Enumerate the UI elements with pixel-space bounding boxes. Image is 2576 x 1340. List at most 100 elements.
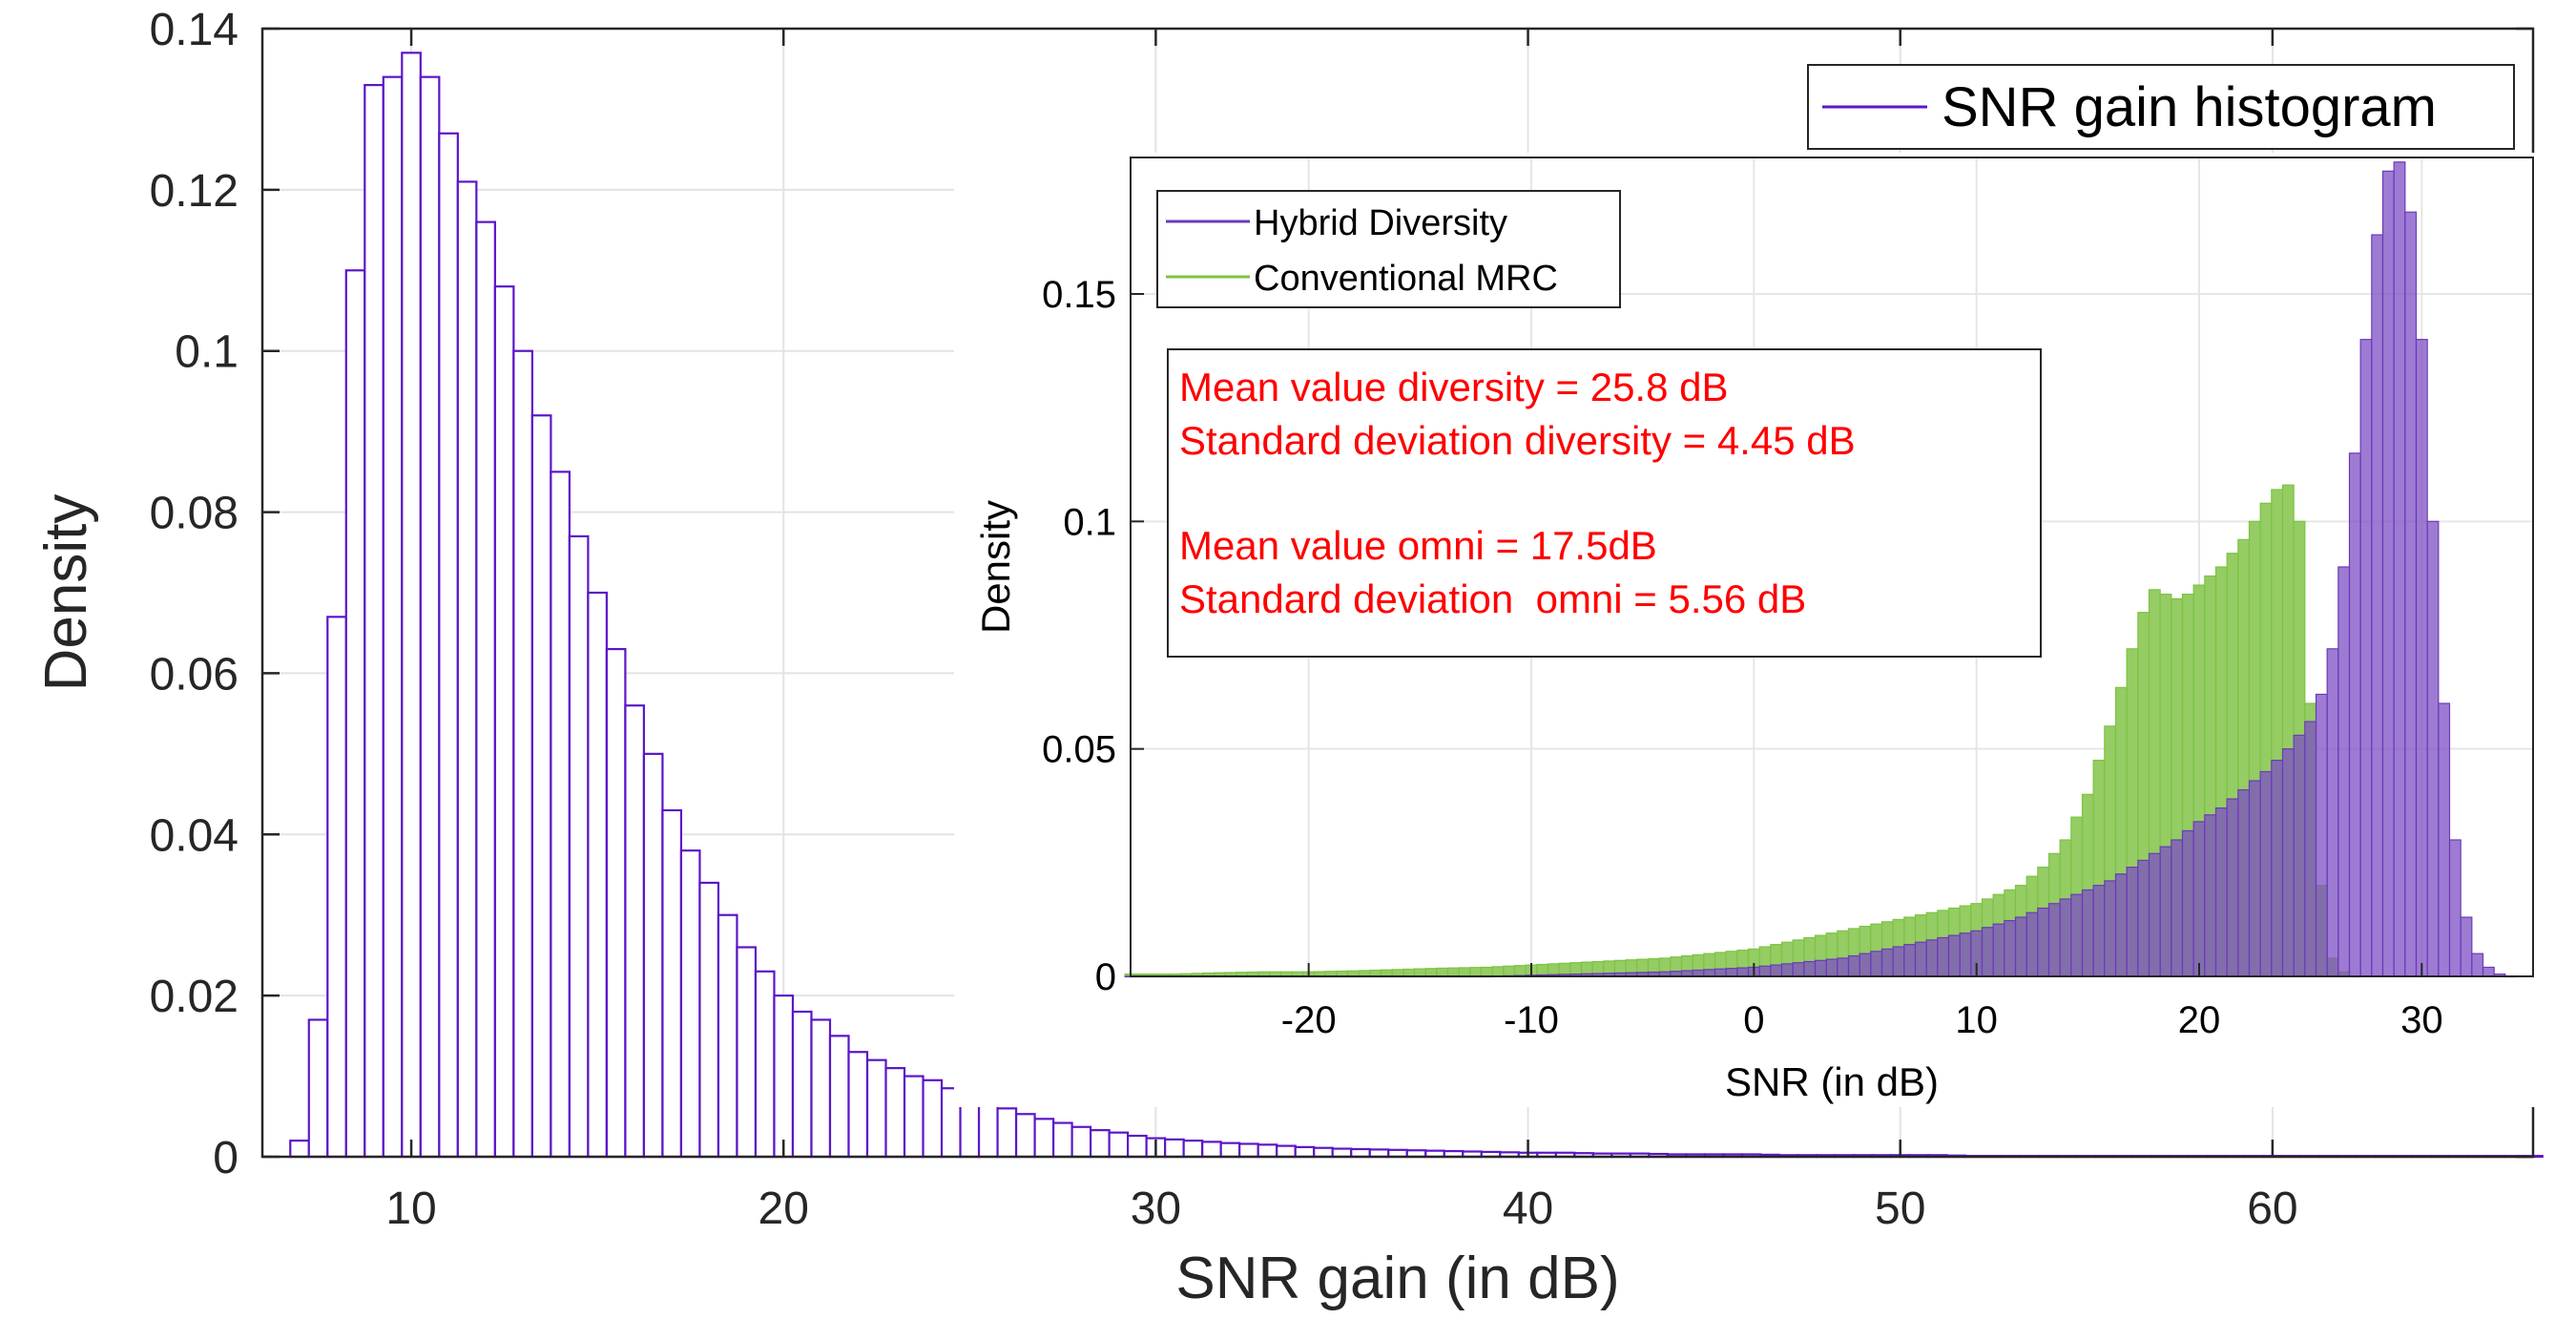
inset-bar-hybrid-diversity — [2415, 339, 2428, 977]
inset-bar-hybrid-diversity — [2271, 759, 2284, 977]
main-histogram-bar — [289, 1140, 310, 1159]
inset-bar-hybrid-diversity — [2171, 839, 2184, 977]
inset-bar-hybrid-diversity — [1925, 939, 1939, 977]
annotation-mean-diversity: Mean value diversity = 25.8 dB — [1179, 365, 1729, 409]
inset-x-tick-label: -10 — [1504, 999, 1559, 1041]
main-histogram-bar — [475, 220, 496, 1159]
inset-bar-hybrid-diversity — [2393, 161, 2406, 977]
main-x-tick-label: 30 — [1131, 1183, 1181, 1234]
inset-bar-hybrid-diversity — [2137, 859, 2150, 977]
inset-legend: Hybrid Diversity Conventional MRC — [1156, 190, 1621, 308]
inset-bar-hybrid-diversity — [1981, 927, 1994, 977]
inset-bar-hybrid-diversity — [1736, 967, 1750, 977]
inset-bar-hybrid-diversity — [2148, 852, 2161, 977]
main-y-tick-label: 0.04 — [150, 810, 239, 861]
inset-bar-hybrid-diversity — [1959, 932, 1972, 977]
inset-bar-hybrid-diversity — [1758, 965, 1772, 977]
main-histogram-bar — [344, 269, 366, 1159]
main-histogram-bar — [493, 285, 515, 1159]
main-y-tick-label: 0 — [213, 1133, 239, 1183]
main-x-axis-label: SNR gain (in dB) — [1175, 1246, 1619, 1311]
inset-bar-hybrid-diversity — [1825, 958, 1839, 977]
inset-series-hybrid-diversity — [1124, 161, 2518, 978]
main-histogram-bar — [530, 414, 552, 1159]
inset-bar-hybrid-diversity — [1792, 962, 1805, 977]
inset-bar-hybrid-diversity — [2404, 211, 2418, 977]
main-histogram-bar — [865, 1058, 887, 1159]
inset-bar-hybrid-diversity — [1780, 963, 1794, 977]
inset-bar-conventional-mrc — [1402, 968, 1416, 977]
main-histogram-bar — [1219, 1141, 1241, 1159]
inset-bar-conventional-mrc — [1513, 965, 1527, 977]
main-y-tick-label: 0.02 — [150, 972, 239, 1022]
inset-bar-hybrid-diversity — [2159, 846, 2172, 977]
main-histogram-bar — [828, 1035, 850, 1159]
inset-legend-label-conventional: Conventional MRC — [1254, 259, 1558, 299]
main-histogram-bar — [717, 913, 738, 1159]
inset-bar-hybrid-diversity — [2371, 234, 2384, 977]
main-histogram-bar — [1331, 1147, 1353, 1159]
inset-bar-hybrid-diversity — [1714, 968, 1727, 977]
inset-x-ticks: -20 -10 0 10 20 30 — [1281, 963, 2443, 1041]
main-histogram-bar — [698, 881, 720, 1159]
main-histogram-bar — [624, 704, 646, 1159]
main-histogram-bar — [847, 1051, 869, 1159]
main-histogram-bar — [1090, 1129, 1111, 1159]
main-histogram-bar — [1313, 1146, 1334, 1159]
main-histogram-bar — [568, 534, 590, 1159]
inset-bar-hybrid-diversity — [1837, 957, 1850, 977]
inset-bar-hybrid-diversity — [2014, 916, 2027, 977]
main-histogram-bar — [382, 75, 404, 1159]
inset-bar-hybrid-diversity — [2092, 885, 2106, 977]
inset-bar-conventional-mrc — [1446, 967, 1460, 977]
inset-bar-hybrid-diversity — [2104, 880, 2117, 977]
main-histogram-bar — [791, 1010, 813, 1159]
main-histogram-bar — [1164, 1138, 1185, 1159]
inset-bar-hybrid-diversity — [2381, 170, 2395, 977]
main-histogram-bar — [736, 946, 758, 1159]
inset-bar-conventional-mrc — [1480, 966, 1493, 977]
inset-bar-conventional-mrc — [1469, 967, 1483, 977]
inset-bar-conventional-mrc — [1391, 969, 1404, 977]
inset-y-ticks: 0 0.05 0.1 0.15 — [1042, 274, 1144, 998]
inset-bar-hybrid-diversity — [2047, 903, 2061, 977]
main-histogram-bar — [884, 1067, 906, 1159]
inset-bar-hybrid-diversity — [2337, 566, 2351, 977]
inset-bar-conventional-mrc — [1458, 967, 1471, 977]
inset-y-axis-label: Density — [973, 500, 1018, 634]
inset-bar-conventional-mrc — [1380, 969, 1393, 977]
inset-bar-hybrid-diversity — [2059, 898, 2072, 977]
main-histogram-bar — [307, 1018, 329, 1159]
inset-bar-hybrid-diversity — [1847, 954, 1860, 977]
inset-bar-hybrid-diversity — [2025, 911, 2039, 977]
inset-bar-hybrid-diversity — [2037, 907, 2050, 977]
main-histogram-bar — [922, 1078, 944, 1159]
inset-x-tick-label: 30 — [2400, 999, 2443, 1041]
annotation-frame — [1167, 348, 2042, 658]
inset-bar-hybrid-diversity — [2315, 693, 2328, 977]
inset-x-tick-label: -20 — [1281, 999, 1337, 1041]
inset-bar-hybrid-diversity — [1937, 936, 1950, 977]
inset-bar-hybrid-diversity — [2438, 702, 2451, 977]
inset-bar-hybrid-diversity — [2126, 866, 2139, 977]
inset-bar-hybrid-diversity — [2482, 966, 2495, 977]
inset-bar-hybrid-diversity — [2004, 920, 2017, 977]
main-histogram-bar — [642, 752, 664, 1159]
inset-bar-hybrid-diversity — [2448, 839, 2462, 977]
main-histogram-bar — [661, 808, 683, 1159]
main-histogram-bar — [1127, 1134, 1148, 1159]
inset-bar-hybrid-diversity — [2181, 829, 2194, 977]
inset-legend-label-hybrid: Hybrid Diversity — [1254, 203, 1507, 243]
inset-bar-hybrid-diversity — [2359, 339, 2373, 977]
main-histogram-bar — [438, 132, 459, 1159]
inset-bar-conventional-mrc — [1413, 968, 1426, 977]
main-histogram-bar — [401, 52, 422, 1159]
inset-y-tick-label: 0 — [1095, 956, 1116, 998]
inset-bar-conventional-mrc — [1424, 968, 1438, 977]
inset-bar-hybrid-diversity — [2348, 452, 2361, 977]
inset-bar-hybrid-diversity — [1903, 944, 1917, 977]
inset-bar-hybrid-diversity — [2214, 807, 2228, 977]
inset-bar-hybrid-diversity — [2460, 916, 2473, 977]
inset-bar-hybrid-diversity — [1770, 964, 1783, 977]
